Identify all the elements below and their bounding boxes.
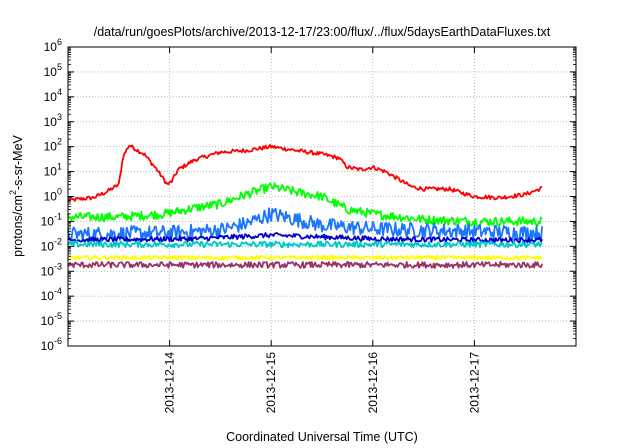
y-tick-label-base: 10 [41, 339, 55, 353]
y-tick-label-exponent: -6 [54, 336, 62, 346]
y-tick-label-exponent: -2 [54, 236, 62, 246]
y-tick-label: 10-3 [41, 261, 62, 278]
y-axis-label-prefix: protons/cm [11, 195, 25, 257]
y-tick-label: 10-4 [41, 286, 62, 303]
y-tick-label-exponent: 3 [57, 112, 62, 122]
y-tick-label: 100 [44, 187, 62, 204]
y-tick-label-base: 10 [41, 314, 55, 328]
y-tick-label-exponent: 5 [57, 62, 62, 72]
y-tick-label: 106 [44, 37, 62, 54]
y-tick-label: 105 [44, 62, 62, 79]
flux-series-line-4 [67, 231, 543, 244]
y-tick-label-exponent: 1 [57, 162, 62, 172]
y-tick-label-exponent: -1 [54, 211, 62, 221]
y-tick-label-exponent: 6 [57, 37, 62, 47]
x-tick-label: 2013-12-17 [467, 352, 481, 414]
y-tick-label: 104 [44, 87, 62, 104]
y-axis-ticks: 10-610-510-410-310-210-11001011021031041… [41, 37, 576, 353]
y-tick-label-exponent: -5 [54, 311, 62, 321]
y-tick-label: 10-6 [41, 336, 62, 353]
x-tick-label: 2013-12-14 [163, 352, 177, 414]
x-tick-label: 2013-12-16 [366, 352, 380, 414]
y-tick-label-exponent: 0 [57, 187, 62, 197]
y-tick-label-base: 10 [44, 190, 58, 204]
y-tick-label-exponent: -3 [54, 261, 62, 271]
y-tick-label: 10-1 [41, 211, 62, 228]
y-axis-label-sup: 2 [8, 190, 18, 195]
flux-series-line-1 [67, 143, 543, 202]
y-tick-label: 103 [44, 112, 62, 129]
y-tick-label-exponent: -4 [54, 286, 62, 296]
flux-series-line-3 [67, 207, 543, 243]
flux-series-line-2 [67, 182, 543, 227]
y-axis-label-suffix: -s-sr-MeV [11, 134, 25, 190]
series-layer [67, 143, 543, 269]
y-tick-label-base: 10 [44, 65, 58, 79]
y-tick-label: 10-2 [41, 236, 62, 253]
y-tick-label-base: 10 [41, 264, 55, 278]
x-axis-ticks: 2013-12-14 2013-12-15 2013-12-16 2013-12-17 [163, 47, 481, 414]
flux-series-line-5 [67, 240, 543, 249]
chart-title: /data/run/goesPlots/archive/2013-12-17/2… [94, 25, 551, 39]
x-tick-label: 2013-12-15 [264, 352, 278, 414]
y-tick-label-base: 10 [41, 289, 55, 303]
y-tick-label-base: 10 [41, 239, 55, 253]
flux-series-line-7 [67, 260, 543, 269]
y-tick-label-base: 10 [41, 214, 55, 228]
flux-series-line-6 [67, 254, 543, 261]
y-axis-label: protons/cm2-s-sr-MeV [8, 134, 25, 256]
x-axis-label: Coordinated Universal Time (UTC) [226, 430, 418, 444]
y-tick-label-base: 10 [44, 140, 58, 154]
y-tick-label: 101 [44, 162, 62, 179]
y-tick-label-base: 10 [44, 90, 58, 104]
y-tick-label-base: 10 [44, 165, 58, 179]
y-tick-label-base: 10 [44, 40, 58, 54]
y-tick-label: 10-5 [41, 311, 62, 328]
y-tick-label-exponent: 2 [57, 137, 62, 147]
y-tick-label-base: 10 [44, 115, 58, 129]
y-tick-label-exponent: 4 [57, 87, 62, 97]
y-tick-label: 102 [44, 137, 62, 154]
